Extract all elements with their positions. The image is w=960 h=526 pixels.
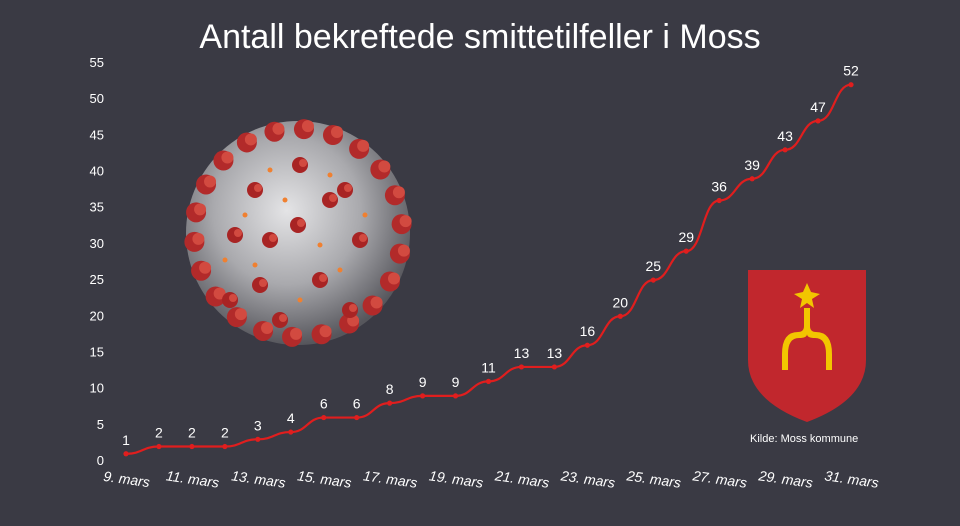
data-point [419,393,426,399]
data-point [288,429,294,435]
data-point [551,364,558,370]
data-point [255,436,261,442]
data-label: 25 [645,258,661,274]
y-axis: 0 5 10 15 20 25 30 35 40 45 50 55 [90,55,104,468]
data-label: 9 [452,374,460,390]
data-label: 1 [122,432,130,448]
data-label: 9 [419,374,427,390]
data-point [617,313,623,319]
y-tick-label: 40 [90,164,104,179]
x-tick-label: 29. mars [757,467,814,491]
x-tick-label: 9. mars [102,468,150,490]
data-label: 16 [580,323,596,339]
x-tick-label: 17. mars [362,467,418,490]
data-point [584,342,590,348]
data-label: 11 [481,359,496,375]
series-line [125,83,852,455]
data-label: 36 [711,178,727,194]
data-point [848,82,854,88]
data-point [189,443,195,450]
data-point [650,277,656,283]
data-label: 13 [547,345,563,361]
source-note: Kilde: Moss kommune [750,433,859,445]
y-tick-label: 10 [90,381,104,396]
x-tick-label: 13. mars [230,467,286,490]
coat-of-arms [748,270,866,422]
data-point [222,443,228,450]
coat-of-arms-shield [748,270,866,422]
data-point [485,378,492,384]
data-point [354,414,360,421]
data-label: 52 [843,63,859,79]
data-point [156,443,162,450]
data-label: 3 [254,417,262,433]
series-line-group: 1 2 2 2 3 4 6 6 8 9 9 11 13 13 16 20 25 29 36 39 43 47 52 [122,63,859,457]
data-label: 8 [386,381,394,397]
data-point [683,248,689,254]
y-tick-label: 50 [90,91,104,106]
data-point [452,393,459,399]
data-label: 2 [155,425,163,441]
data-label: 47 [810,99,826,115]
y-tick-label: 0 [97,453,104,468]
y-tick-label: 35 [90,200,104,215]
data-point [387,400,393,406]
coronavirus-illustration [184,119,412,347]
x-tick-label: 11. mars [165,467,220,490]
chart-title: Antall bekreftede smittetilfeller i Moss [199,18,761,56]
data-point [716,197,722,204]
data-label: 43 [777,128,793,144]
data-label: 6 [353,396,361,412]
data-label: 13 [514,345,530,361]
data-point [123,451,129,457]
data-point [782,147,788,153]
coat-of-arms-charge [794,283,820,308]
x-tick-label: 15. mars [296,467,352,490]
y-tick-label: 55 [90,55,104,70]
x-axis: 9. mars 11. mars 13. mars 15. mars 17. mars 1… [102,467,879,491]
data-point [321,414,327,421]
x-tick-label: 31. mars [824,467,880,490]
data-label: 29 [678,229,694,245]
data-label: 39 [744,157,760,173]
y-tick-label: 45 [90,127,104,142]
y-tick-label: 15 [90,344,104,359]
data-point [749,176,755,182]
x-tick-label: 27. mars [691,467,748,491]
data-label: 2 [221,425,229,441]
data-point [815,118,821,124]
x-tick-label: 25. mars [625,467,682,491]
x-tick-label: 19. mars [428,467,484,490]
data-label: 2 [188,425,196,441]
data-label: 20 [613,294,629,310]
data-label: 6 [320,396,328,412]
y-tick-label: 25 [90,272,104,287]
x-tick-label: 23. mars [559,467,616,491]
x-tick-label: 21. mars [493,467,550,491]
y-tick-label: 20 [90,308,104,323]
y-tick-label: 30 [90,236,104,251]
y-tick-label: 5 [97,417,104,432]
data-label: 4 [287,410,295,426]
data-point [518,364,525,370]
